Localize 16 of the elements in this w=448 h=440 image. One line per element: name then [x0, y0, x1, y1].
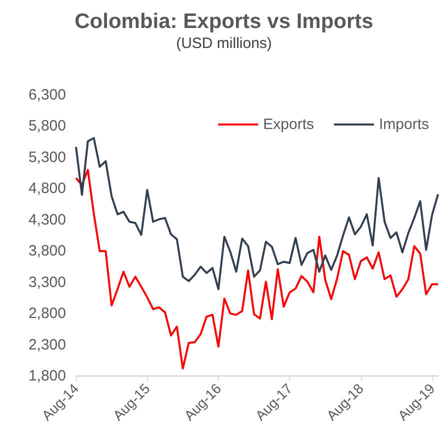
legend-label: Exports [263, 116, 314, 133]
y-tick-label: 5,800 [28, 118, 66, 135]
y-tick-label: 2,300 [28, 336, 66, 354]
line-series [75, 168, 439, 370]
y-tick-label: 2,800 [28, 305, 66, 322]
line-series [75, 137, 439, 290]
y-tick-label: 3,300 [28, 274, 66, 291]
chart-title: Colombia: Exports vs Imports [74, 10, 374, 33]
y-tick-label: 6,300 [28, 86, 66, 104]
chart-subtitle: (USD millions) [176, 35, 272, 52]
legend-label: Imports [378, 116, 430, 133]
y-tick-label: 5,300 [28, 148, 66, 166]
y-tick-label: 4,800 [28, 180, 66, 198]
y-tick-label: 3,800 [28, 242, 66, 260]
y-tick-label: 4,300 [28, 211, 66, 228]
y-tick-label: 1,800 [28, 368, 66, 384]
